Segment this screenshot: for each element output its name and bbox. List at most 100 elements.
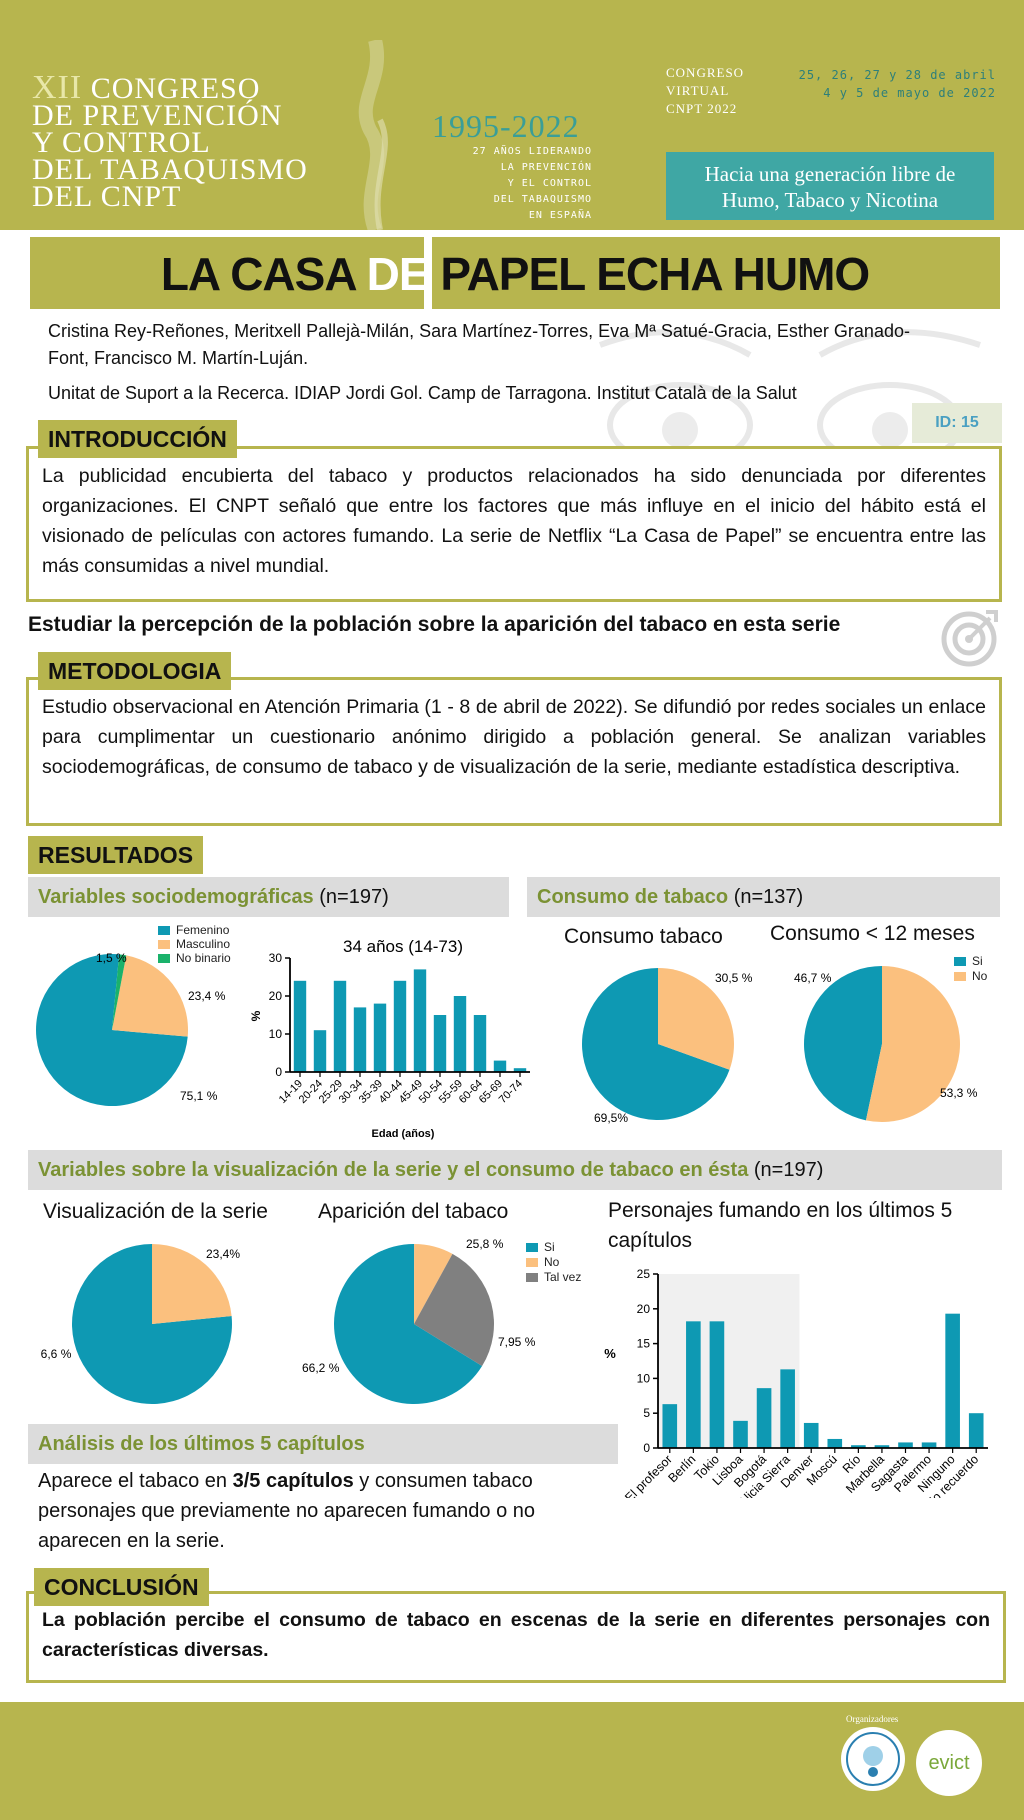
legend-swatch bbox=[158, 926, 170, 936]
legend-item: Masculino bbox=[158, 937, 231, 951]
aparicion-pie-chart: 25,8 % 7,95 % 66,2 % bbox=[302, 1237, 536, 1404]
visual-header-title: Variables sobre la visualización de la s… bbox=[38, 1159, 749, 1181]
sex-pie-label-male: 23,4 % bbox=[188, 989, 226, 1003]
slogan-line: Humo, Tabaco y Nicotina bbox=[721, 188, 939, 212]
legend-swatch bbox=[954, 972, 966, 982]
objective: Estudiar la percepción de la población s… bbox=[28, 613, 841, 636]
bar-60-64 bbox=[473, 1015, 487, 1072]
consumo12-pie-label-no: 53,3 % bbox=[940, 1086, 978, 1100]
organizers-label: Organizadores bbox=[846, 1714, 899, 1724]
personajes-chart-title: Personajes fumando en los últimos 5 capí… bbox=[608, 1199, 953, 1252]
congress-title-line: Y CONTROL bbox=[32, 126, 211, 159]
id-badge: ID: 15 bbox=[912, 403, 1002, 443]
years-sub-line: LA PREVENCIÓN bbox=[500, 162, 592, 173]
title-gap bbox=[424, 237, 432, 309]
sex-pie-slices bbox=[36, 954, 189, 1106]
bar-sagasta bbox=[898, 1442, 913, 1448]
title-band bbox=[342, 237, 424, 309]
visual-pie-slices bbox=[72, 1244, 233, 1404]
consumo12-pie-slices bbox=[804, 966, 960, 1122]
congress-title-line: DE PREVENCIÓN bbox=[32, 99, 283, 132]
personajes-chart-ylabel: % bbox=[604, 1346, 616, 1361]
pie-slice-si bbox=[804, 966, 882, 1121]
aparicion-chart-title: Aparición del tabaco bbox=[318, 1200, 509, 1223]
aparicion-legend: Si No Tal vez bbox=[526, 1240, 581, 1285]
legend-item: No bbox=[954, 969, 987, 984]
legend-item: Si bbox=[954, 954, 987, 969]
consumo12-chart-title: Consumo < 12 meses bbox=[770, 922, 975, 945]
age-chart-title: 34 años (14-73) bbox=[343, 937, 463, 956]
x-tick-label: 70-74 bbox=[497, 1078, 525, 1106]
analysis-header: Análisis de los últimos 5 capítulos bbox=[28, 1424, 618, 1464]
years-sub-line: 27 AÑOS LIDERANDO bbox=[472, 146, 592, 157]
bar-20-24 bbox=[313, 1030, 327, 1072]
years-sub-line: Y EL CONTROL bbox=[507, 178, 592, 189]
legend-item: Femenino bbox=[158, 923, 231, 937]
analysis-text: Aparece el tabaco en 3/5 capítulos y con… bbox=[38, 1466, 610, 1556]
legend-swatch bbox=[954, 957, 966, 967]
intro-text: La publicidad encubierta del tabaco y pr… bbox=[42, 465, 986, 577]
y-tick-label: 15 bbox=[637, 1337, 651, 1351]
conclusion-label: CONCLUSIÓN bbox=[34, 1568, 209, 1606]
congress-dates: 25, 26, 27 y 28 de abril 4 y 5 de mayo d… bbox=[770, 66, 996, 102]
y-tick-label: 0 bbox=[643, 1441, 650, 1455]
cnpt-logo bbox=[841, 1727, 905, 1791]
y-tick-label: 25 bbox=[637, 1267, 651, 1281]
bar-el-profesor bbox=[662, 1404, 678, 1448]
aparicion-pie-label-si: 66,2 % bbox=[302, 1361, 340, 1375]
method-label: METODOLOGIA bbox=[38, 652, 232, 690]
bar-lisboa bbox=[733, 1420, 748, 1448]
legend-label: No bbox=[972, 969, 988, 983]
pie-slice-si bbox=[72, 1244, 233, 1404]
tabaco-header-n: (n=137) bbox=[728, 886, 804, 908]
pie-slice-si bbox=[582, 968, 730, 1120]
legend-label: Si bbox=[972, 954, 983, 968]
legend-swatch bbox=[158, 954, 170, 964]
title-band bbox=[30, 237, 342, 309]
bar-bogotá bbox=[756, 1388, 772, 1448]
bar-30-34 bbox=[353, 1007, 367, 1072]
analysis-text-bold: 3/5 capítulos bbox=[232, 1470, 354, 1492]
legend-label: No binario bbox=[176, 951, 231, 965]
dates-line: 4 y 5 de mayo de 2022 bbox=[823, 86, 996, 100]
authors: Cristina Rey-Reñones, Meritxell Pallejà-… bbox=[48, 321, 910, 368]
y-tick-label: 10 bbox=[269, 1027, 283, 1041]
socio-header-n: (n=197) bbox=[313, 886, 389, 908]
sex-pie-label-female: 75,1 % bbox=[180, 1089, 218, 1103]
affiliation: Unitat de Suport a la Recerca. IDIAP Jor… bbox=[48, 383, 797, 403]
bar-14-19 bbox=[293, 980, 307, 1072]
consumo-pie-label-no: 30,5 % bbox=[715, 971, 753, 985]
consumo-pie-chart: 30,5 % 69,5% bbox=[582, 968, 753, 1125]
years-sub-line: EN ESPAÑA bbox=[528, 210, 592, 221]
bar-alicia-sierra bbox=[780, 1369, 795, 1448]
consumo12-pie-chart: 46,7 % 53,3 % bbox=[794, 966, 978, 1122]
consumo-pie-slices bbox=[582, 968, 734, 1120]
legend-item: No bbox=[526, 1255, 581, 1270]
pie-slice-no bbox=[865, 966, 960, 1122]
bar-no-recuerdo bbox=[968, 1413, 984, 1448]
age-chart-ylabel: % bbox=[249, 1010, 263, 1021]
bar-70-74 bbox=[513, 1068, 527, 1072]
legend-swatch bbox=[526, 1258, 538, 1268]
bar-40-44 bbox=[393, 980, 407, 1072]
legend-swatch bbox=[158, 940, 170, 950]
socio-header: Variables sociodemográficas (n=197) bbox=[28, 877, 509, 917]
y-tick-label: 5 bbox=[643, 1406, 650, 1420]
legend-item: Tal vez bbox=[526, 1270, 581, 1285]
visual-pie-label-si: 76,6 % bbox=[40, 1347, 72, 1361]
congress-title-line: DEL TABAQUISMO bbox=[32, 153, 308, 186]
pie-slice-femenino bbox=[36, 954, 188, 1106]
bar-marbella bbox=[874, 1445, 890, 1448]
bar-65-69 bbox=[493, 1060, 507, 1072]
legend-item: Si bbox=[526, 1240, 581, 1255]
pie-slice-masculino bbox=[112, 955, 189, 1037]
legend-label: Femenino bbox=[176, 923, 230, 937]
age-bars: 010203014-1920-2425-2930-3435-3940-4445-… bbox=[269, 951, 530, 1106]
pie-slice-no bbox=[658, 968, 734, 1070]
smoke-decoration bbox=[358, 40, 388, 230]
x-tick-label: Berlín bbox=[665, 1452, 698, 1485]
conclusion-text: La población percibe el consumo de tabac… bbox=[42, 1609, 990, 1661]
y-tick-label: 0 bbox=[275, 1065, 282, 1079]
